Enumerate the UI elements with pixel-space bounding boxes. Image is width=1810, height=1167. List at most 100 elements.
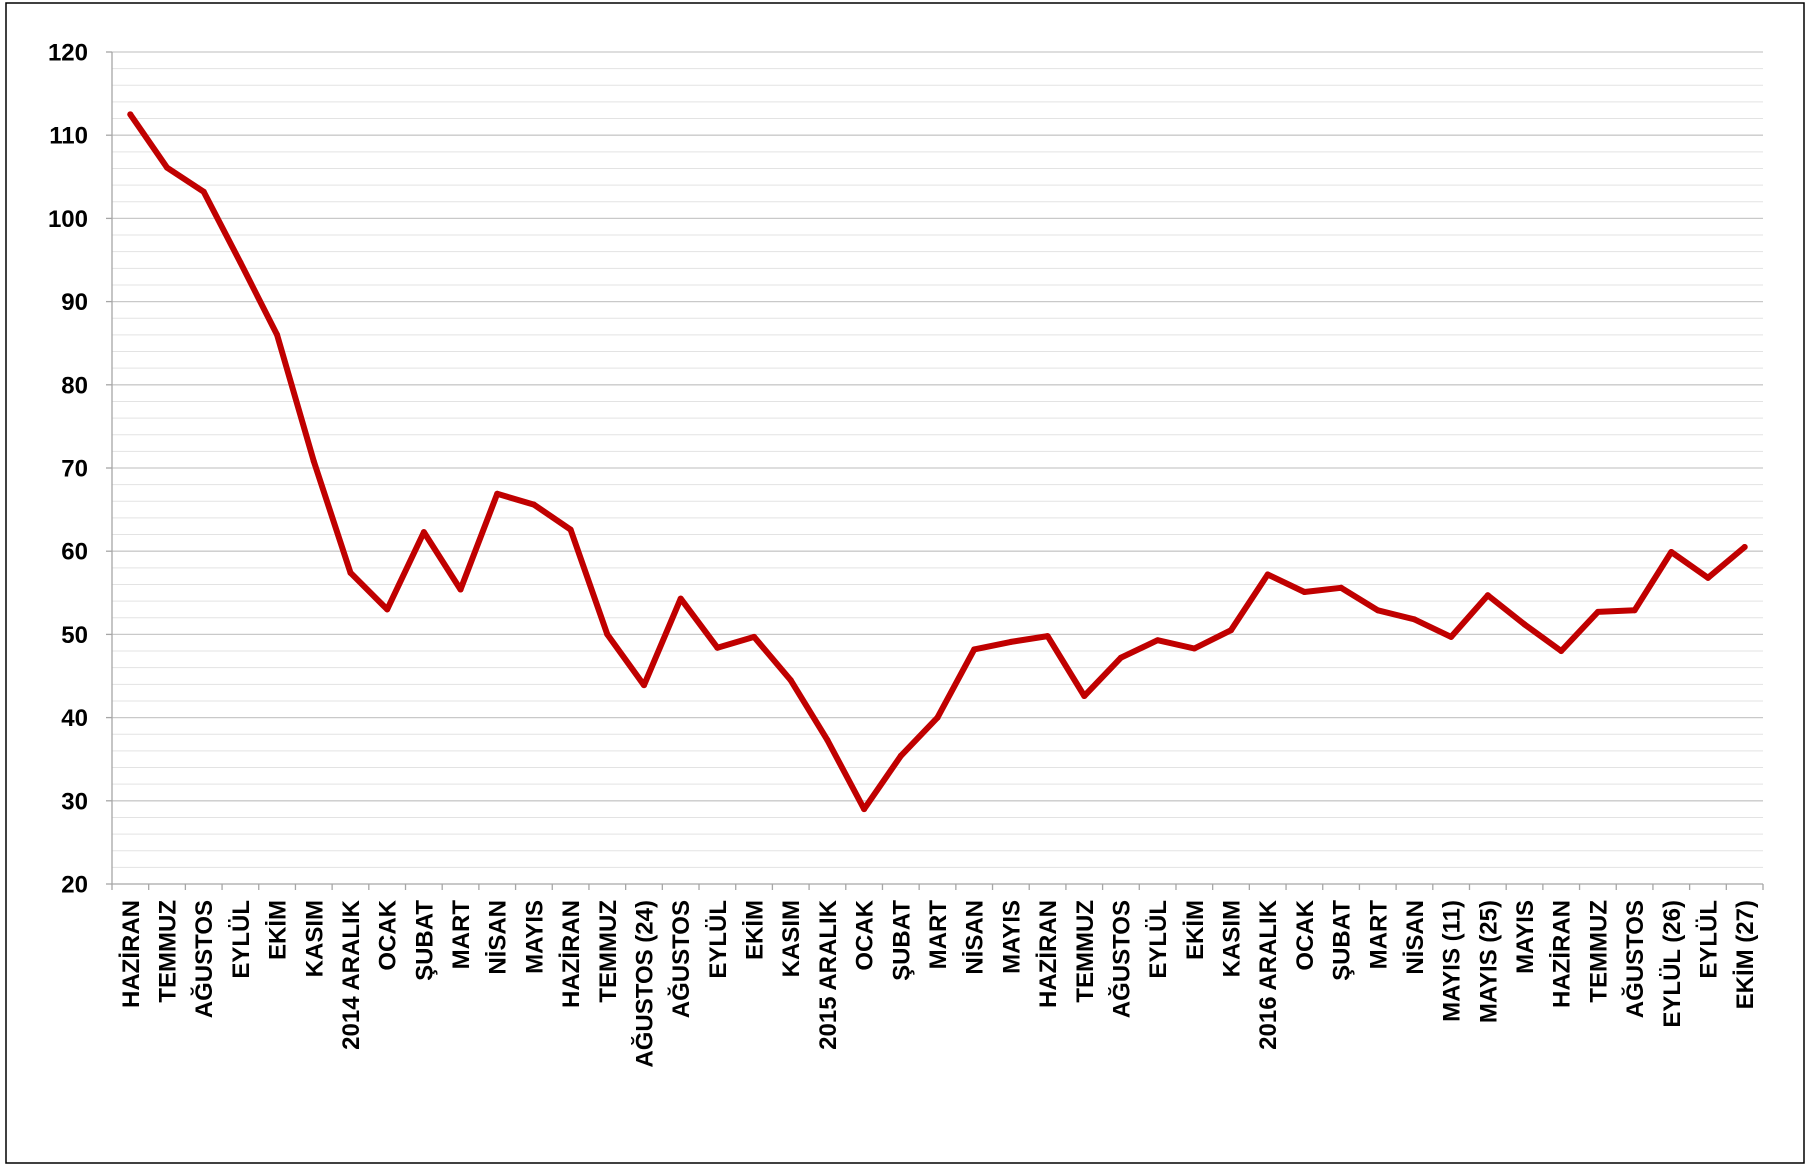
- x-axis-tick-label: KASIM: [301, 900, 328, 977]
- y-axis-tick-label: 100: [48, 206, 88, 233]
- data-point: [1338, 584, 1345, 591]
- x-axis-tick-label: ŞUBAT: [888, 900, 915, 981]
- x-axis-tick-label: AĞUSTOS: [190, 900, 218, 1018]
- x-axis-tick-label: HAZİRAN: [558, 900, 585, 1008]
- x-axis-tick-label: EKİM (27): [1732, 900, 1759, 1009]
- data-point: [824, 737, 831, 744]
- x-axis-tick-label: EKİM: [265, 900, 292, 960]
- data-point: [1191, 645, 1198, 652]
- x-axis-tick-label: 2014 ARALIK: [338, 899, 365, 1049]
- data-point: [1704, 574, 1711, 581]
- x-axis-tick-label: ŞUBAT: [1329, 900, 1356, 981]
- x-axis-tick-label: AĞUSTOS: [1107, 900, 1135, 1018]
- data-point: [1228, 627, 1235, 634]
- data-point: [1741, 544, 1748, 551]
- data-point: [1484, 592, 1491, 599]
- y-axis-tick-label: 120: [48, 40, 88, 67]
- x-axis-tick-label: NİSAN: [1402, 900, 1429, 975]
- x-axis-tick-label: OCAK: [375, 899, 402, 970]
- x-axis-tick-label: MART: [448, 900, 475, 970]
- y-axis-tick-label: 60: [61, 539, 88, 566]
- x-axis-tick-label: TEMMUZ: [1585, 900, 1612, 1003]
- x-axis-tick-label: NİSAN: [485, 900, 512, 975]
- series-group: [127, 111, 1748, 813]
- data-point: [567, 526, 574, 533]
- data-point: [1668, 549, 1675, 556]
- y-axis-tick-label: 110: [49, 123, 88, 150]
- x-axis-tick-label: EKİM: [742, 900, 769, 960]
- data-point: [1044, 633, 1051, 640]
- data-point: [714, 644, 721, 651]
- x-axis-tick-label: MART: [925, 900, 952, 970]
- x-axis-tick-label: MAYIS: [998, 900, 1025, 974]
- y-axis-tick-label: 90: [61, 289, 88, 316]
- data-point: [274, 331, 281, 338]
- data-point: [1558, 648, 1565, 655]
- x-axis-tick-label: AĞUSTOS: [1621, 900, 1649, 1018]
- x-axis-tick-labels: HAZİRAN TEMMUZ AĞUSTOS EYLÜL EKİM KASIM 2014 A…: [118, 899, 1759, 1067]
- x-axis-tick-label: MAYIS: [521, 900, 548, 974]
- data-point: [1007, 638, 1014, 645]
- data-point: [1154, 637, 1161, 644]
- data-point: [1081, 692, 1088, 699]
- x-axis-tick-label: EYLÜL: [1695, 900, 1722, 979]
- x-axis-tick-label: EYLÜL: [228, 900, 255, 979]
- gridlines: [112, 51, 1763, 868]
- data-point: [457, 586, 464, 593]
- y-axis-tick-label: 40: [61, 705, 88, 732]
- y-axis-tick-label: 70: [61, 456, 88, 483]
- data-point: [530, 501, 537, 508]
- data-point: [897, 752, 904, 759]
- x-axis-tick-label: 2016 ARALIK: [1255, 899, 1282, 1049]
- data-point: [1374, 607, 1381, 614]
- x-axis-tick-label: OCAK: [1292, 899, 1319, 970]
- chart-border: [5, 2, 1805, 1164]
- y-axis-tick-label: 80: [61, 372, 88, 399]
- axes: [106, 51, 1764, 890]
- data-point: [420, 529, 427, 536]
- data-point: [164, 164, 171, 171]
- x-axis-tick-label: KASIM: [1219, 900, 1246, 977]
- data-point: [1448, 633, 1455, 640]
- data-point: [677, 595, 684, 602]
- data-point: [1411, 616, 1418, 623]
- x-axis-tick-label: EYLÜL: [705, 900, 732, 979]
- data-point: [127, 111, 134, 118]
- x-axis-tick-label: 2015 ARALIK: [815, 899, 842, 1049]
- data-point: [1594, 608, 1601, 615]
- x-axis-tick-label: TEMMUZ: [155, 900, 182, 1003]
- x-axis-tick-label: MAYIS: [1512, 900, 1539, 974]
- data-point: [604, 631, 611, 638]
- x-axis-tick-label: ŞUBAT: [411, 900, 438, 981]
- x-axis-tick-label: NİSAN: [962, 900, 989, 975]
- x-axis-tick-label: TEMMUZ: [595, 900, 622, 1003]
- data-point: [384, 606, 391, 613]
- data-point: [640, 682, 647, 689]
- x-axis-tick-label: MAYIS (25): [1475, 900, 1502, 1023]
- y-axis-tick-label: 20: [61, 872, 88, 899]
- data-point: [494, 490, 501, 497]
- data-point: [1264, 571, 1271, 578]
- x-axis-tick-label: AĞUSTOS (24): [630, 900, 658, 1068]
- data-point: [861, 806, 868, 813]
- x-axis-tick-label: TEMMUZ: [1072, 900, 1099, 1003]
- data-point: [1521, 621, 1528, 628]
- data-point: [347, 569, 354, 576]
- x-axis-tick-label: EKİM: [1182, 900, 1209, 960]
- data-point: [1631, 607, 1638, 614]
- x-axis-tick-label: HAZİRAN: [1035, 900, 1062, 1008]
- x-axis-tick-label: EYLÜL: [1145, 900, 1172, 979]
- data-point: [237, 259, 244, 266]
- x-axis-tick-label: MART: [1365, 900, 1392, 970]
- data-point: [934, 714, 941, 721]
- data-point: [751, 633, 758, 640]
- data-point: [310, 458, 317, 465]
- x-axis-tick-label: HAZİRAN: [118, 900, 145, 1008]
- x-axis-tick-label: OCAK: [852, 899, 879, 970]
- x-axis-tick-label: KASIM: [778, 900, 805, 977]
- data-point: [787, 677, 794, 684]
- x-axis-tick-label: EYLÜL (26): [1659, 900, 1686, 1028]
- data-point: [971, 646, 978, 653]
- data-point: [1117, 654, 1124, 661]
